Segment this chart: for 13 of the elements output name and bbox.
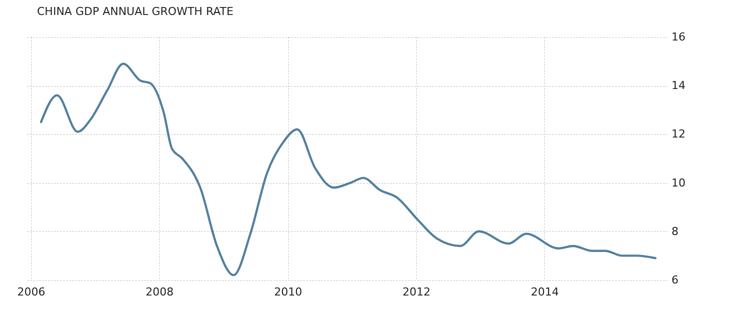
line-series — [40, 62, 657, 276]
x-tick-label: 2014 — [530, 286, 559, 298]
y-tick-label: 10 — [672, 176, 686, 190]
y-tick-label: 16 — [672, 30, 686, 44]
y-tick-label: 6 — [672, 274, 678, 286]
x-tick-label: 2012 — [402, 286, 430, 298]
y-tick-label: 14 — [672, 79, 686, 92]
y-tick-label: 8 — [672, 224, 678, 238]
x-tick-label: 2006 — [17, 286, 46, 298]
y-tick-label: 12 — [672, 128, 686, 141]
x-tick-label: 2008 — [146, 286, 174, 298]
x-tick-label: 2010 — [274, 286, 302, 298]
chart-title: CHINA GDP ANNUAL GROWTH RATE — [37, 5, 234, 18]
